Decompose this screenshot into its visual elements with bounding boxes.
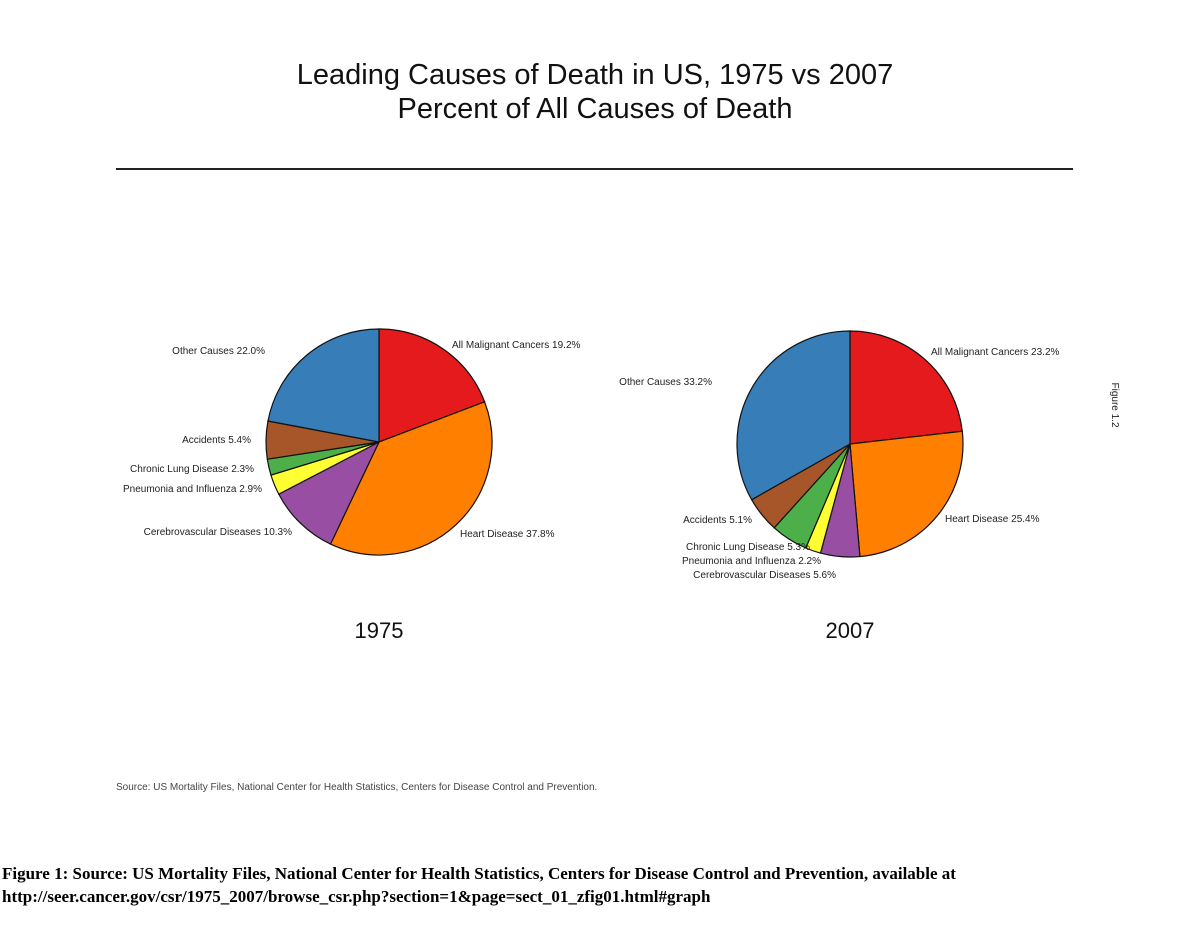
slice-label-2007-heart-disease: Heart Disease 25.4% xyxy=(945,514,1040,525)
title-divider xyxy=(116,168,1073,170)
pie-year-label-1975: 1975 xyxy=(355,618,404,643)
slice-label-2007-other-causes: Other Causes 33.2% xyxy=(619,377,712,388)
slice-label-2007-cerebrovascular-diseases: Cerebrovascular Diseases 5.6% xyxy=(693,570,836,581)
slice-label-1975-all-malignant-cancers: All Malignant Cancers 19.2% xyxy=(452,340,581,351)
slice-label-2007-all-malignant-cancers: All Malignant Cancers 23.2% xyxy=(931,347,1060,358)
slice-label-1975-chronic-lung-disease: Chronic Lung Disease 2.3% xyxy=(130,464,254,475)
slice-label-2007-chronic-lung-disease: Chronic Lung Disease 5.3% xyxy=(686,542,810,553)
figure-side-label: Figure 1.2 xyxy=(1109,382,1120,427)
pie-chart-2007: All Malignant Cancers 23.2% Heart Disease… xyxy=(619,330,1060,643)
slice-label-1975-pneumonia-and-influenza: Pneumonia and Influenza 2.9% xyxy=(123,484,262,495)
slice-label-1975-heart-disease: Heart Disease 37.8% xyxy=(460,529,555,540)
figure-caption: Figure 1: Source: US Mortality Files, Na… xyxy=(2,862,1192,908)
slice-label-2007-accidents: Accidents 5.1% xyxy=(683,515,752,526)
chart-title: Leading Causes of Death in US, 1975 vs 2… xyxy=(296,59,894,91)
pie-slice-1975-other-causes xyxy=(267,328,380,443)
pie-slice-2007-other-causes xyxy=(736,330,851,501)
caption-line-1: Figure 1: Source: US Mortality Files, Na… xyxy=(2,864,956,883)
slice-label-1975-cerebrovascular-diseases: Cerebrovascular Diseases 10.3% xyxy=(144,527,293,538)
pie-slice-2007-all-malignant-cancers xyxy=(849,330,963,445)
caption-line-2: http://seer.cancer.gov/csr/1975_2007/bro… xyxy=(2,887,711,906)
source-note: Source: US Mortality Files, National Cen… xyxy=(116,782,598,793)
pie-chart-1975: All Malignant Cancers 19.2% Heart Disease… xyxy=(123,328,581,643)
slice-label-2007-pneumonia-and-influenza: Pneumonia and Influenza 2.2% xyxy=(682,556,821,567)
pie-slice-1975-cerebrovascular-diseases xyxy=(277,440,381,545)
pie-slice-2007-heart-disease xyxy=(849,430,964,558)
slice-label-1975-accidents: Accidents 5.4% xyxy=(182,435,251,446)
pie-slice-1975-heart-disease xyxy=(329,401,493,556)
chart-subtitle: Percent of All Causes of Death xyxy=(397,93,793,125)
pie-slice-1975-all-malignant-cancers xyxy=(378,328,486,443)
slice-label-1975-other-causes: Other Causes 22.0% xyxy=(172,346,265,357)
pie-year-label-2007: 2007 xyxy=(826,618,875,643)
